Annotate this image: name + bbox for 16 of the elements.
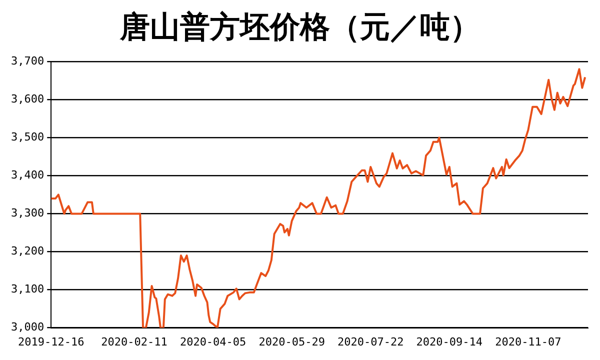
y-tick-label: 3,400 [10,168,44,182]
y-tick-label: 3,300 [10,206,44,220]
y-tick-label: 3,000 [10,320,44,334]
y-tick-label: 3,600 [10,92,44,106]
y-tick-label: 3,700 [10,54,44,68]
x-tick-label: 2020-09-14 [416,335,483,348]
y-tick-label: 3,100 [10,282,44,296]
x-tick-label: 2020-05-29 [258,335,325,348]
x-tick-label: 2020-04-05 [180,335,246,348]
chart-title: 唐山普方坯价格（元／吨） [118,9,481,47]
x-tick-label: 2020-07-22 [338,335,404,348]
x-tick-label: 2020-11-07 [495,335,562,348]
x-tick-label: 2019-12-16 [18,335,84,348]
y-tick-label: 3,500 [10,130,44,144]
x-tick-label: 2020-02-11 [101,335,168,348]
y-tick-label: 3,200 [10,244,44,258]
